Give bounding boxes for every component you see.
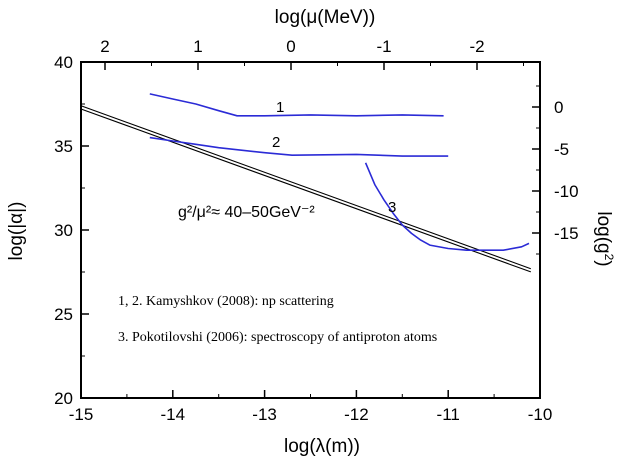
y-tick-label: 20 bbox=[54, 389, 73, 408]
bottom-axis-title: log(λ(m)) bbox=[284, 436, 360, 457]
note-kamyshkov: 1, 2. Kamyshkov (2008): np scattering bbox=[118, 294, 334, 309]
top-axis-title: log(μ(MeV)) bbox=[275, 7, 376, 28]
y-tick-label: 25 bbox=[54, 305, 73, 324]
top-tick-label: -2 bbox=[469, 37, 484, 56]
right-tick-label: 0 bbox=[554, 98, 563, 117]
fit-line bbox=[80, 105, 532, 270]
y-tick-label: 40 bbox=[54, 53, 73, 72]
x-tick-label: -10 bbox=[528, 405, 553, 424]
top-tick-label: 1 bbox=[193, 37, 202, 56]
curve-label-3: 3 bbox=[388, 199, 396, 216]
x-tick-label: -11 bbox=[437, 405, 460, 424]
top-tick-label: 2 bbox=[100, 37, 109, 56]
note-pokotilovshi: 3. Pokotilovshi (2006): spectroscopy of … bbox=[118, 330, 437, 345]
x-tick-label: -12 bbox=[344, 405, 369, 424]
curve-label-1: 1 bbox=[276, 99, 284, 116]
series-line-1 bbox=[149, 93, 444, 117]
fit-line bbox=[80, 108, 532, 273]
right-tick-label: -10 bbox=[554, 182, 579, 201]
x-tick-label: -13 bbox=[252, 405, 277, 424]
x-tick-label: -14 bbox=[161, 405, 186, 424]
x-tick-label: -15 bbox=[69, 405, 94, 424]
right-tick-label: -5 bbox=[554, 140, 569, 159]
right-axis-title: log(g2) bbox=[593, 211, 616, 266]
series-line-3 bbox=[364, 162, 530, 251]
plot-frame bbox=[80, 61, 541, 399]
y-tick-label: 35 bbox=[54, 137, 73, 156]
curve-label-2: 2 bbox=[272, 134, 280, 151]
y-tick-label: 30 bbox=[54, 221, 73, 240]
top-tick-label: -1 bbox=[376, 37, 391, 56]
relation-annotation: g²/μ²≈ 40–50GeV⁻² bbox=[178, 204, 315, 221]
top-tick-label: 0 bbox=[286, 37, 295, 56]
series-line-2 bbox=[149, 136, 449, 157]
right-tick-label: -15 bbox=[554, 224, 579, 243]
left-axis-title: log(|α|) bbox=[6, 202, 27, 261]
